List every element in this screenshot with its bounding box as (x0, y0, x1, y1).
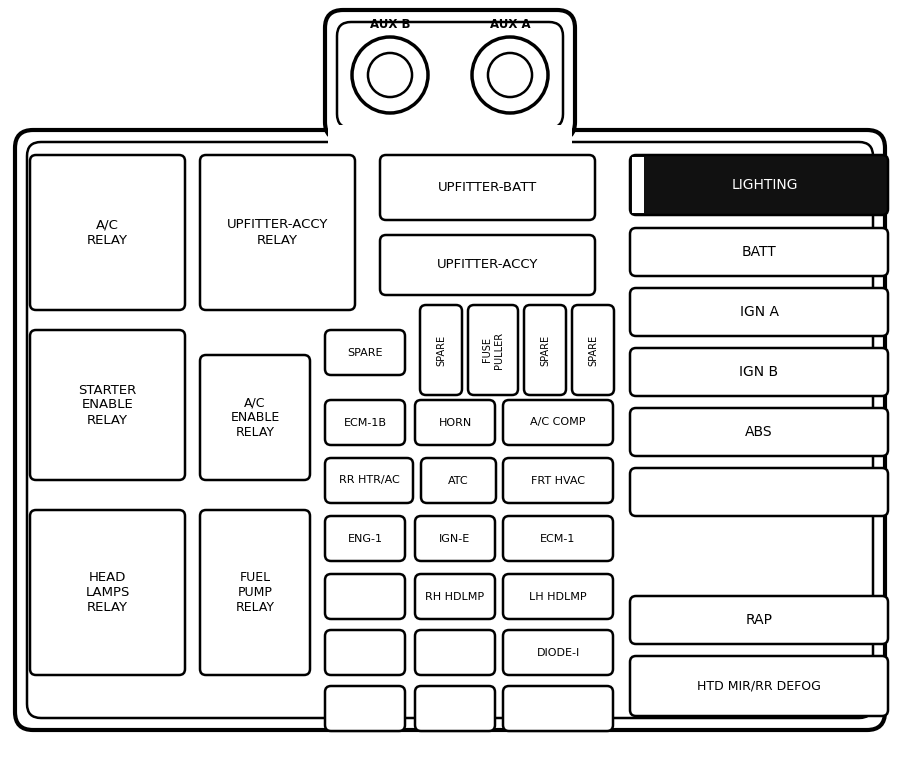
FancyBboxPatch shape (524, 305, 566, 395)
FancyBboxPatch shape (415, 574, 495, 619)
FancyBboxPatch shape (200, 155, 355, 310)
FancyBboxPatch shape (380, 235, 595, 295)
Text: ENG-1: ENG-1 (347, 534, 382, 543)
Text: HTD MIR/RR DEFOG: HTD MIR/RR DEFOG (698, 679, 821, 692)
FancyBboxPatch shape (200, 510, 310, 675)
Text: SPARE: SPARE (588, 334, 598, 366)
FancyBboxPatch shape (337, 22, 563, 128)
Text: IGN B: IGN B (740, 365, 778, 379)
Text: FRT HVAC: FRT HVAC (531, 476, 585, 486)
Text: IGN-E: IGN-E (439, 534, 471, 543)
FancyBboxPatch shape (630, 348, 888, 396)
FancyBboxPatch shape (630, 408, 888, 456)
Text: HORN: HORN (438, 417, 472, 427)
FancyBboxPatch shape (503, 686, 613, 731)
FancyBboxPatch shape (325, 686, 405, 731)
Text: UPFITTER-ACCY: UPFITTER-ACCY (436, 258, 538, 271)
Text: UPFITTER-BATT: UPFITTER-BATT (438, 181, 537, 194)
FancyBboxPatch shape (630, 468, 888, 516)
FancyBboxPatch shape (325, 574, 405, 619)
Text: ATC: ATC (448, 476, 469, 486)
FancyBboxPatch shape (415, 630, 495, 675)
Text: ECM-1B: ECM-1B (344, 417, 386, 427)
Circle shape (368, 53, 412, 97)
FancyBboxPatch shape (503, 458, 613, 503)
Text: RAP: RAP (745, 613, 772, 627)
FancyBboxPatch shape (325, 630, 405, 675)
Text: UPFITTER-ACCY
RELAY: UPFITTER-ACCY RELAY (227, 219, 328, 246)
FancyBboxPatch shape (572, 305, 614, 395)
FancyBboxPatch shape (415, 516, 495, 561)
FancyBboxPatch shape (630, 656, 888, 716)
FancyBboxPatch shape (468, 305, 518, 395)
FancyBboxPatch shape (380, 155, 595, 220)
Text: FUEL
PUMP
RELAY: FUEL PUMP RELAY (236, 571, 274, 614)
FancyBboxPatch shape (503, 574, 613, 619)
Bar (632, 157, 644, 213)
Text: DIODE-I: DIODE-I (536, 648, 580, 657)
FancyBboxPatch shape (420, 305, 462, 395)
FancyBboxPatch shape (15, 130, 885, 730)
FancyBboxPatch shape (325, 458, 413, 503)
FancyBboxPatch shape (503, 400, 613, 445)
FancyBboxPatch shape (200, 355, 310, 480)
FancyBboxPatch shape (325, 516, 405, 561)
Text: AUX A: AUX A (490, 18, 530, 31)
FancyBboxPatch shape (503, 630, 613, 675)
FancyBboxPatch shape (630, 596, 888, 644)
FancyBboxPatch shape (630, 228, 888, 276)
FancyBboxPatch shape (630, 288, 888, 336)
Text: LIGHTING: LIGHTING (732, 178, 798, 192)
Text: BATT: BATT (742, 245, 777, 259)
Text: STARTER
ENABLE
RELAY: STARTER ENABLE RELAY (78, 384, 137, 426)
Circle shape (472, 37, 548, 113)
Text: A/C
ENABLE
RELAY: A/C ENABLE RELAY (230, 396, 280, 439)
Bar (328, 125, 572, 145)
FancyBboxPatch shape (325, 10, 575, 140)
Text: RR HTR/AC: RR HTR/AC (338, 476, 400, 486)
FancyBboxPatch shape (630, 155, 888, 215)
Text: LH HDLMP: LH HDLMP (529, 591, 587, 601)
Text: RH HDLMP: RH HDLMP (426, 591, 484, 601)
Text: HEAD
LAMPS
RELAY: HEAD LAMPS RELAY (86, 571, 130, 614)
Text: IGN A: IGN A (740, 305, 778, 319)
FancyBboxPatch shape (503, 516, 613, 561)
FancyBboxPatch shape (30, 330, 185, 480)
Text: A/C COMP: A/C COMP (530, 417, 586, 427)
Text: A/C
RELAY: A/C RELAY (87, 219, 128, 246)
Text: ABS: ABS (745, 425, 773, 439)
Text: FUSE
PULLER: FUSE PULLER (482, 331, 504, 369)
Circle shape (352, 37, 428, 113)
FancyBboxPatch shape (27, 142, 873, 718)
Text: SPARE: SPARE (436, 334, 446, 366)
FancyBboxPatch shape (325, 330, 405, 375)
Text: ECM-1: ECM-1 (540, 534, 576, 543)
FancyBboxPatch shape (325, 400, 405, 445)
FancyBboxPatch shape (415, 400, 495, 445)
FancyBboxPatch shape (421, 458, 496, 503)
Circle shape (488, 53, 532, 97)
Text: SPARE: SPARE (347, 347, 382, 357)
Text: AUX B: AUX B (370, 18, 410, 31)
Text: SPARE: SPARE (540, 334, 550, 366)
FancyBboxPatch shape (30, 155, 185, 310)
FancyBboxPatch shape (30, 510, 185, 675)
FancyBboxPatch shape (415, 686, 495, 731)
